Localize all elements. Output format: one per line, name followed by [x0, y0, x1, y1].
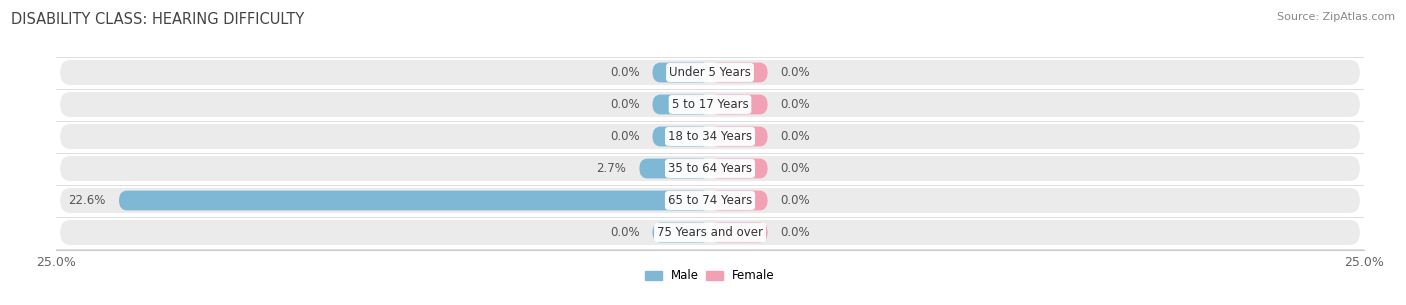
FancyBboxPatch shape — [710, 223, 768, 242]
Text: Under 5 Years: Under 5 Years — [669, 66, 751, 79]
Text: 0.0%: 0.0% — [610, 130, 640, 143]
Text: Source: ZipAtlas.com: Source: ZipAtlas.com — [1277, 12, 1395, 22]
FancyBboxPatch shape — [60, 60, 1360, 85]
Text: 0.0%: 0.0% — [780, 98, 810, 111]
FancyBboxPatch shape — [60, 188, 1360, 213]
Legend: Male, Female: Male, Female — [641, 265, 779, 287]
Text: 0.0%: 0.0% — [780, 130, 810, 143]
FancyBboxPatch shape — [60, 220, 1360, 245]
FancyBboxPatch shape — [710, 159, 768, 178]
FancyBboxPatch shape — [710, 127, 768, 146]
Text: 0.0%: 0.0% — [610, 98, 640, 111]
Text: 35 to 64 Years: 35 to 64 Years — [668, 162, 752, 175]
Text: DISABILITY CLASS: HEARING DIFFICULTY: DISABILITY CLASS: HEARING DIFFICULTY — [11, 12, 305, 27]
Text: 2.7%: 2.7% — [596, 162, 626, 175]
FancyBboxPatch shape — [120, 191, 710, 210]
FancyBboxPatch shape — [60, 156, 1360, 181]
FancyBboxPatch shape — [652, 127, 710, 146]
Text: 0.0%: 0.0% — [780, 226, 810, 239]
Text: 18 to 34 Years: 18 to 34 Years — [668, 130, 752, 143]
Text: 0.0%: 0.0% — [780, 194, 810, 207]
FancyBboxPatch shape — [710, 63, 768, 82]
FancyBboxPatch shape — [710, 95, 768, 114]
Text: 0.0%: 0.0% — [610, 66, 640, 79]
FancyBboxPatch shape — [652, 95, 710, 114]
Text: 0.0%: 0.0% — [780, 66, 810, 79]
FancyBboxPatch shape — [60, 92, 1360, 117]
Text: 0.0%: 0.0% — [610, 226, 640, 239]
FancyBboxPatch shape — [710, 191, 768, 210]
Text: 22.6%: 22.6% — [69, 194, 105, 207]
FancyBboxPatch shape — [60, 124, 1360, 149]
FancyBboxPatch shape — [640, 159, 710, 178]
FancyBboxPatch shape — [652, 223, 710, 242]
Text: 5 to 17 Years: 5 to 17 Years — [672, 98, 748, 111]
FancyBboxPatch shape — [652, 63, 710, 82]
Text: 75 Years and over: 75 Years and over — [657, 226, 763, 239]
Text: 0.0%: 0.0% — [780, 162, 810, 175]
Text: 65 to 74 Years: 65 to 74 Years — [668, 194, 752, 207]
